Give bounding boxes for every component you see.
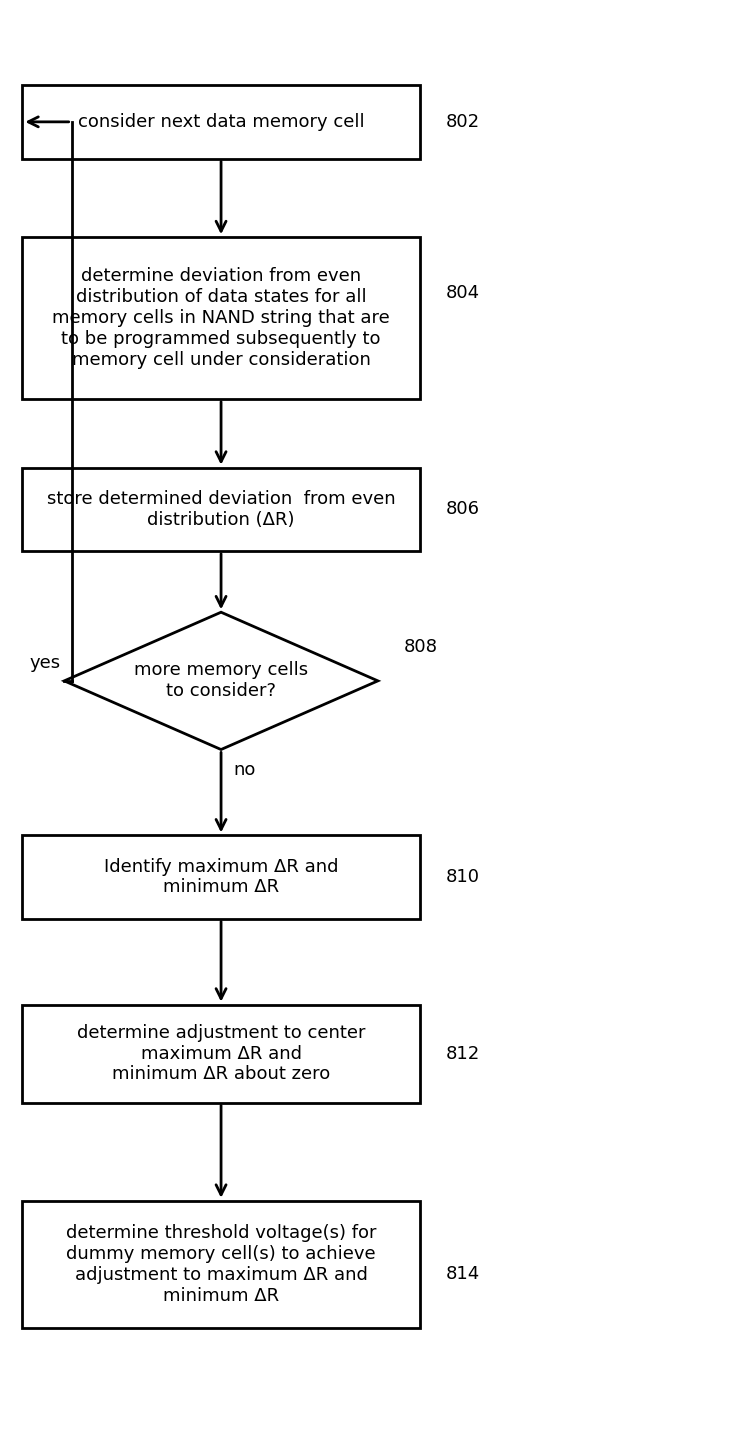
- Text: yes: yes: [30, 654, 61, 673]
- FancyBboxPatch shape: [22, 835, 420, 919]
- FancyBboxPatch shape: [22, 1201, 420, 1328]
- Text: 814: 814: [446, 1266, 480, 1283]
- Text: 808: 808: [404, 638, 438, 655]
- Text: 804: 804: [446, 284, 480, 303]
- Text: Identify maximum ΔR and
minimum ΔR: Identify maximum ΔR and minimum ΔR: [104, 857, 338, 896]
- Text: determine deviation from even
distribution of data states for all
memory cells i: determine deviation from even distributi…: [53, 267, 390, 368]
- FancyBboxPatch shape: [22, 86, 420, 158]
- FancyBboxPatch shape: [22, 238, 420, 399]
- Text: consider next data memory cell: consider next data memory cell: [78, 113, 364, 130]
- Text: 812: 812: [446, 1044, 480, 1063]
- Text: more memory cells
to consider?: more memory cells to consider?: [134, 661, 308, 700]
- FancyBboxPatch shape: [22, 467, 420, 551]
- Text: no: no: [233, 761, 256, 779]
- Text: 806: 806: [446, 500, 480, 518]
- Text: determine threshold voltage(s) for
dummy memory cell(s) to achieve
adjustment to: determine threshold voltage(s) for dummy…: [66, 1224, 376, 1305]
- Text: determine adjustment to center
maximum ΔR and
minimum ΔR about zero: determine adjustment to center maximum Δ…: [76, 1024, 365, 1083]
- Text: 802: 802: [446, 113, 480, 130]
- Text: 810: 810: [446, 869, 480, 886]
- FancyBboxPatch shape: [22, 1005, 420, 1102]
- Text: store determined deviation  from even
distribution (ΔR): store determined deviation from even dis…: [46, 490, 395, 529]
- Polygon shape: [64, 612, 378, 750]
